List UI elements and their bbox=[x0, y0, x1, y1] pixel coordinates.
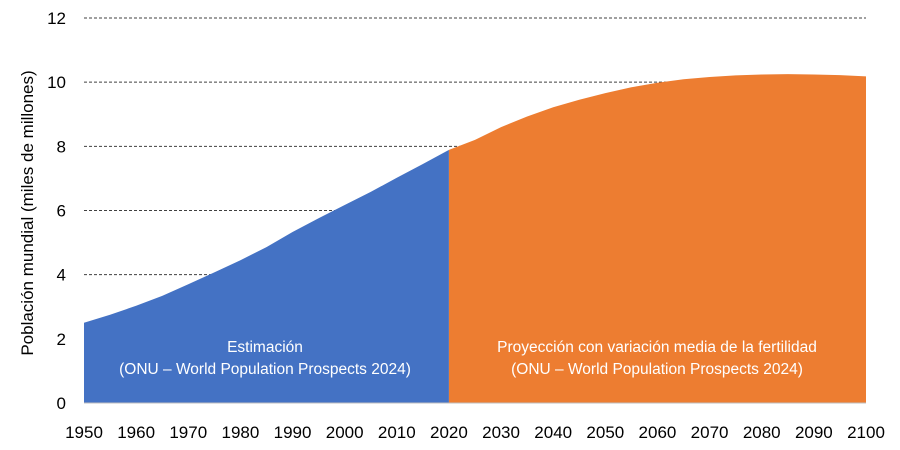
x-tick-label: 1980 bbox=[221, 423, 259, 442]
x-tick-label: 2070 bbox=[691, 423, 729, 442]
x-tick-label: 2050 bbox=[586, 423, 624, 442]
x-tick-label: 2100 bbox=[847, 423, 885, 442]
x-tick-label: 2000 bbox=[326, 423, 364, 442]
y-tick-label: 12 bbox=[47, 9, 66, 28]
x-tick-label: 2020 bbox=[430, 423, 468, 442]
x-tick-label: 2030 bbox=[482, 423, 520, 442]
axes: 0 2 4 6 8 10 12 1950 1960 1970 1980 1990 2000 2010 202… bbox=[47, 9, 885, 442]
estimation-annotation-line1: Estimación bbox=[227, 339, 303, 356]
x-tick-label: 1970 bbox=[169, 423, 207, 442]
x-tick-label: 2010 bbox=[378, 423, 416, 442]
projection-annotation-line1: Proyección con variación media de la fer… bbox=[497, 339, 817, 356]
x-tick-label: 2060 bbox=[639, 423, 677, 442]
y-tick-label: 10 bbox=[47, 73, 66, 92]
x-tick-label: 2040 bbox=[534, 423, 572, 442]
estimation-annotation-line2: (ONU – World Population Prospects 2024) bbox=[119, 361, 411, 378]
y-axis-label: Población mundial (miles de millones) bbox=[18, 70, 37, 355]
y-tick-label: 4 bbox=[57, 266, 66, 285]
x-tick-label: 2080 bbox=[743, 423, 781, 442]
y-tick-label: 2 bbox=[57, 330, 66, 349]
y-tick-label: 8 bbox=[57, 137, 66, 156]
x-tick-label: 1950 bbox=[65, 423, 103, 442]
x-tick-label: 1960 bbox=[117, 423, 155, 442]
y-tick-label: 0 bbox=[57, 394, 66, 413]
projection-area bbox=[448, 74, 866, 404]
estimation-area bbox=[84, 149, 449, 403]
x-tick-label: 2090 bbox=[795, 423, 833, 442]
area-series bbox=[84, 74, 866, 404]
y-tick-label: 6 bbox=[57, 202, 66, 221]
projection-annotation-line2: (ONU – World Population Prospects 2024) bbox=[511, 361, 803, 378]
x-tick-label: 1990 bbox=[274, 423, 312, 442]
